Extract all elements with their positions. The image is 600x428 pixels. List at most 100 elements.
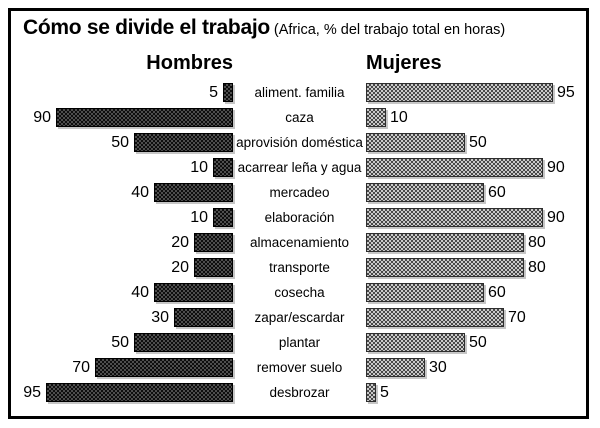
women-zone: 50 <box>366 130 586 155</box>
women-bar <box>366 183 484 202</box>
women-value-label: 60 <box>488 283 506 301</box>
women-value-label: 90 <box>547 158 565 176</box>
chart-row: 5 aliment. familia 95 <box>11 80 586 105</box>
men-bar <box>154 283 233 302</box>
women-zone: 5 <box>366 380 586 405</box>
chart-row: 10 elaboración 90 <box>11 205 586 230</box>
women-bar <box>366 308 504 327</box>
men-bar <box>56 108 233 127</box>
column-headers: Hombres Mujeres <box>11 52 586 76</box>
women-zone: 10 <box>366 105 586 130</box>
women-value-label: 60 <box>488 183 506 201</box>
women-zone: 30 <box>366 355 586 380</box>
men-zone: 10 <box>11 155 233 180</box>
chart-row: 40 mercadeo 60 <box>11 180 586 205</box>
women-value-label: 5 <box>380 383 389 401</box>
category-label: plantar <box>278 335 321 350</box>
chart-row: 50 plantar 50 <box>11 330 586 355</box>
women-zone: 90 <box>366 155 586 180</box>
men-value-label: 10 <box>190 208 208 226</box>
men-bar <box>174 308 233 327</box>
men-value-label: 90 <box>33 108 51 126</box>
category-label: remover suelo <box>256 360 343 375</box>
men-value-label: 50 <box>111 333 129 351</box>
category-label: aliment. familia <box>254 85 345 100</box>
women-zone: 90 <box>366 205 586 230</box>
men-value-label: 40 <box>131 283 149 301</box>
category-label: transporte <box>269 260 330 275</box>
men-value-label: 50 <box>111 133 129 151</box>
chart-title-row: Cómo se divide el trabajo (Africa, % del … <box>23 16 505 40</box>
men-zone: 50 <box>11 130 233 155</box>
women-value-label: 95 <box>557 83 575 101</box>
chart-title: Cómo se divide el trabajo <box>23 16 270 39</box>
women-zone: 95 <box>366 80 586 105</box>
women-bar <box>366 283 484 302</box>
column-header-hombres: Hombres <box>146 52 233 74</box>
men-zone: 90 <box>11 105 233 130</box>
women-value-label: 30 <box>429 358 447 376</box>
men-bar <box>134 333 233 352</box>
chart-row: 95 desbrozar 5 <box>11 380 586 405</box>
women-zone: 60 <box>366 180 586 205</box>
category-label: zapar/escardar <box>254 310 345 325</box>
men-zone: 70 <box>11 355 233 380</box>
category-label: aprovisión doméstica <box>236 135 363 150</box>
men-zone: 30 <box>11 305 233 330</box>
women-bar <box>366 208 543 227</box>
women-value-label: 80 <box>528 233 546 251</box>
women-value-label: 50 <box>469 133 487 151</box>
chart-row: 90 caza 10 <box>11 105 586 130</box>
women-bar <box>366 158 543 177</box>
men-zone: 50 <box>11 330 233 355</box>
women-zone: 60 <box>366 280 586 305</box>
women-zone: 50 <box>366 330 586 355</box>
category-label: elaboración <box>264 210 335 225</box>
chart-row: 30 zapar/escardar 70 <box>11 305 586 330</box>
women-bar <box>366 258 524 277</box>
men-value-label: 20 <box>171 258 189 276</box>
category-label: caza <box>285 110 314 125</box>
men-bar <box>46 383 233 402</box>
men-zone: 95 <box>11 380 233 405</box>
chart-frame: Cómo se divide el trabajo (Africa, % del … <box>8 8 589 419</box>
men-bar <box>213 158 233 177</box>
chart-row: 20 almacenamiento 80 <box>11 230 586 255</box>
women-zone: 80 <box>366 255 586 280</box>
men-bar <box>154 183 233 202</box>
men-bar <box>223 83 233 102</box>
men-value-label: 5 <box>209 83 218 101</box>
men-zone: 40 <box>11 280 233 305</box>
category-label: desbrozar <box>269 385 330 400</box>
women-bar <box>366 108 386 127</box>
women-zone: 80 <box>366 230 586 255</box>
men-bar <box>213 208 233 227</box>
men-zone: 40 <box>11 180 233 205</box>
women-bar <box>366 233 524 252</box>
chart-row: 20 transporte 80 <box>11 255 586 280</box>
men-bar <box>134 133 233 152</box>
women-zone: 70 <box>366 305 586 330</box>
women-bar <box>366 133 465 152</box>
women-value-label: 50 <box>469 333 487 351</box>
men-bar <box>95 358 233 377</box>
men-value-label: 95 <box>23 383 41 401</box>
women-value-label: 80 <box>528 258 546 276</box>
men-value-label: 40 <box>131 183 149 201</box>
men-zone: 20 <box>11 255 233 280</box>
men-zone: 5 <box>11 80 233 105</box>
chart-row: 40 cosecha 60 <box>11 280 586 305</box>
men-value-label: 30 <box>151 308 169 326</box>
men-value-label: 10 <box>190 158 208 176</box>
chart-rows: 5 aliment. familia 95 90 caza 10 50 aprovisión … <box>11 80 586 405</box>
women-bar <box>366 83 553 102</box>
men-bar <box>194 233 233 252</box>
chart-row: 50 aprovisión doméstica 50 <box>11 130 586 155</box>
men-bar <box>194 258 233 277</box>
men-zone: 10 <box>11 205 233 230</box>
column-header-mujeres: Mujeres <box>366 52 442 74</box>
women-bar <box>366 358 425 377</box>
women-value-label: 70 <box>508 308 526 326</box>
men-value-label: 70 <box>72 358 90 376</box>
category-label: cosecha <box>274 285 325 300</box>
